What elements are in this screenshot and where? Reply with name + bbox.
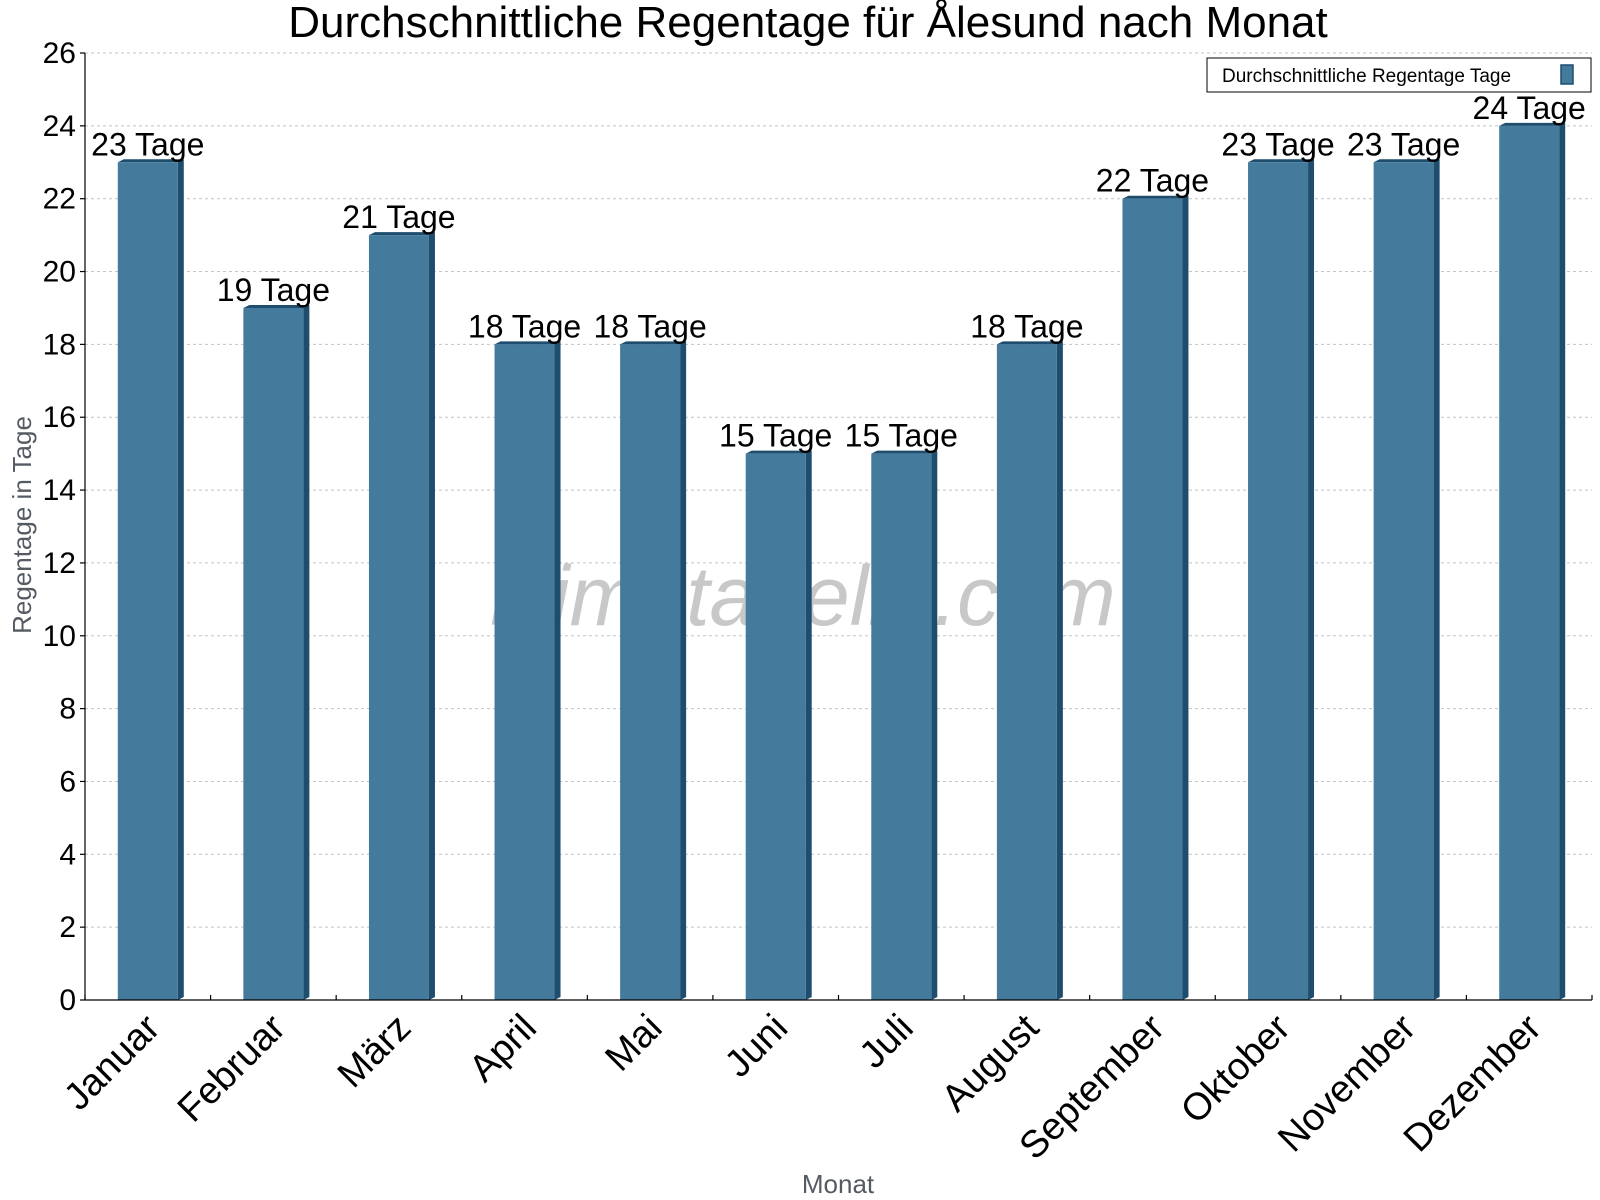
- bar: [996, 341, 1063, 1000]
- bar-front: [1122, 198, 1183, 1000]
- data-label: 22 Tage: [1096, 163, 1209, 199]
- data-label: 18 Tage: [468, 308, 581, 344]
- bar: [1373, 159, 1440, 1000]
- bar-top: [368, 232, 435, 236]
- x-axis-title: Monat: [802, 1169, 875, 1199]
- bar: [243, 304, 310, 1000]
- bar-top: [494, 341, 561, 345]
- bar: [1248, 159, 1315, 1000]
- data-label: 18 Tage: [593, 308, 706, 344]
- x-tick-label: Juni: [717, 1007, 796, 1086]
- bar-front: [745, 453, 806, 1001]
- x-tick-label: August: [934, 1006, 1048, 1120]
- bar-top: [871, 450, 938, 454]
- data-label: 23 Tage: [1221, 126, 1334, 162]
- bars: [117, 122, 1566, 1001]
- y-tick-label: 6: [59, 765, 76, 798]
- y-tick-label: 0: [59, 984, 76, 1017]
- bar-top: [1248, 159, 1315, 163]
- data-label: 24 Tage: [1473, 90, 1586, 126]
- bar: [1499, 122, 1566, 1001]
- bar-front: [368, 235, 429, 1001]
- legend-box: [1206, 57, 1592, 93]
- bar-side: [1182, 195, 1189, 1000]
- x-tick-label: Februar: [170, 1006, 294, 1130]
- y-tick-label: 4: [59, 838, 76, 871]
- data-labels: 23 Tage 19 Tage 21 Tage 18 Tage 18 Tage 15 Ta…: [91, 90, 1586, 454]
- x-tick-label: Januar: [56, 1006, 168, 1118]
- gridlines: [85, 52, 1592, 928]
- bar-front: [1499, 125, 1560, 1001]
- bar-top: [620, 341, 687, 345]
- bar-side: [428, 232, 435, 1001]
- data-label: 19 Tage: [217, 272, 330, 308]
- bar: [620, 341, 687, 1000]
- data-label: 23 Tage: [1347, 126, 1460, 162]
- data-label: 21 Tage: [342, 199, 455, 235]
- bar-front: [117, 162, 178, 1000]
- x-tick-label: April: [461, 1007, 544, 1090]
- bar-top: [117, 159, 184, 163]
- y-tick-label: 2: [59, 911, 76, 944]
- data-label: 15 Tage: [845, 418, 958, 454]
- y-tick-label: 20: [43, 256, 76, 289]
- bar: [368, 232, 435, 1001]
- x-tick-label: Juli: [852, 1007, 922, 1077]
- y-tick-label: 26: [43, 37, 76, 70]
- y-tick-label: 14: [43, 474, 76, 507]
- y-tick-label: 8: [59, 693, 76, 726]
- bar-side: [177, 159, 184, 1000]
- bar-top: [745, 450, 812, 454]
- bar-top: [1499, 122, 1566, 126]
- bar-front: [620, 344, 681, 1000]
- y-tick-label: 24: [43, 110, 76, 143]
- bar-side: [1559, 122, 1566, 1001]
- bar: [745, 450, 812, 1001]
- legend-swatch: [1560, 64, 1574, 85]
- bar-side: [680, 341, 687, 1000]
- x-tick-label: Oktober: [1173, 1006, 1299, 1132]
- bar: [1122, 195, 1189, 1000]
- x-tick-label: Dezember: [1396, 1006, 1550, 1160]
- bar: [871, 450, 938, 1001]
- bar-side: [1056, 341, 1063, 1000]
- bar-front: [871, 453, 932, 1001]
- y-axis-title: Regentage in Tage: [7, 416, 37, 634]
- bar-side: [931, 450, 938, 1001]
- y-tick-label: 22: [43, 183, 76, 216]
- bar: [494, 341, 561, 1000]
- legend-label: Durchschnittliche Regentage Tage: [1222, 66, 1511, 87]
- y-tick-label: 16: [43, 401, 76, 434]
- chart-title: Durchschnittliche Regentage für Ålesund …: [288, 0, 1328, 47]
- bar-side: [554, 341, 561, 1000]
- bar-front: [1248, 162, 1309, 1000]
- bar: [117, 159, 184, 1000]
- y-tick-label: 12: [43, 547, 76, 580]
- data-label: 23 Tage: [91, 126, 204, 162]
- bar-side: [805, 450, 812, 1001]
- y-tick-label: 18: [43, 328, 76, 361]
- legend: Durchschnittliche Regentage Tage: [1206, 57, 1592, 93]
- bar-top: [243, 304, 310, 308]
- bar-front: [494, 344, 555, 1000]
- bar-top: [1122, 195, 1189, 199]
- bar-side: [1433, 159, 1440, 1000]
- bar-front: [243, 307, 304, 1000]
- bar-side: [1308, 159, 1315, 1000]
- bar-side: [303, 304, 310, 1000]
- bar-front: [1373, 162, 1434, 1000]
- bar-top: [1373, 159, 1440, 163]
- bar-front: [996, 344, 1057, 1000]
- data-label: 18 Tage: [970, 308, 1083, 344]
- x-tick-label: März: [330, 1007, 419, 1096]
- y-tick-label: 10: [43, 620, 76, 653]
- data-label: 15 Tage: [719, 418, 832, 454]
- x-tick-label: Mai: [597, 1007, 670, 1080]
- bar-top: [996, 341, 1063, 345]
